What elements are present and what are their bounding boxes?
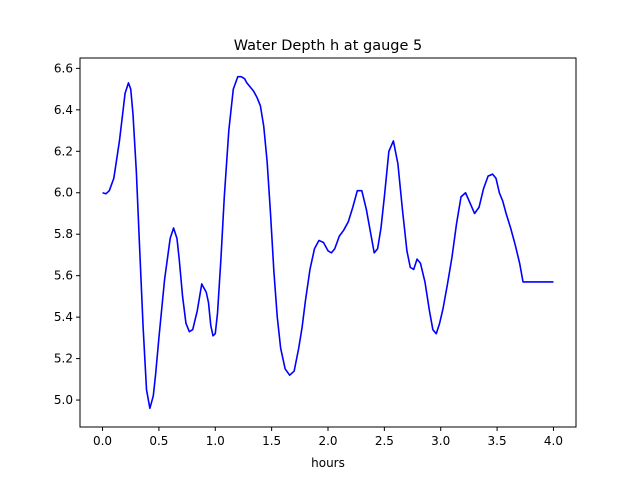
y-tick-label: 5.8 bbox=[54, 227, 73, 241]
chart-title: Water Depth h at gauge 5 bbox=[234, 38, 422, 54]
y-tick-label: 5.6 bbox=[54, 269, 73, 283]
x-tick-label: 3.5 bbox=[488, 434, 507, 448]
x-axis-ticks: 0.0 0.5 1.0 1.5 2.0 2.5 3.0 3.5 4.0 bbox=[93, 427, 563, 448]
y-tick-label: 5.4 bbox=[54, 310, 73, 324]
x-tick-label: 0.5 bbox=[149, 434, 168, 448]
x-tick-label: 2.0 bbox=[318, 434, 337, 448]
y-tick-label: 5.2 bbox=[54, 352, 73, 366]
x-tick-label: 3.0 bbox=[431, 434, 450, 448]
x-axis-label: hours bbox=[311, 456, 345, 470]
x-tick-label: 2.5 bbox=[375, 434, 394, 448]
x-tick-label: 4.0 bbox=[544, 434, 563, 448]
y-axis-ticks: 5.0 5.2 5.4 5.6 5.8 6.0 6.2 6.4 6.6 bbox=[54, 61, 80, 407]
y-tick-label: 6.2 bbox=[54, 144, 73, 158]
series-line-0 bbox=[102, 75, 554, 410]
axes-frame bbox=[79, 57, 577, 428]
x-tick-label: 0.0 bbox=[93, 434, 112, 448]
x-tick-label: 1.5 bbox=[262, 434, 281, 448]
x-tick-label: 1.0 bbox=[206, 434, 225, 448]
y-tick-label: 6.0 bbox=[54, 186, 73, 200]
y-tick-label: 6.6 bbox=[54, 61, 73, 75]
y-tick-label: 5.0 bbox=[54, 393, 73, 407]
y-tick-label: 6.4 bbox=[54, 103, 73, 117]
plot-area bbox=[102, 75, 554, 410]
